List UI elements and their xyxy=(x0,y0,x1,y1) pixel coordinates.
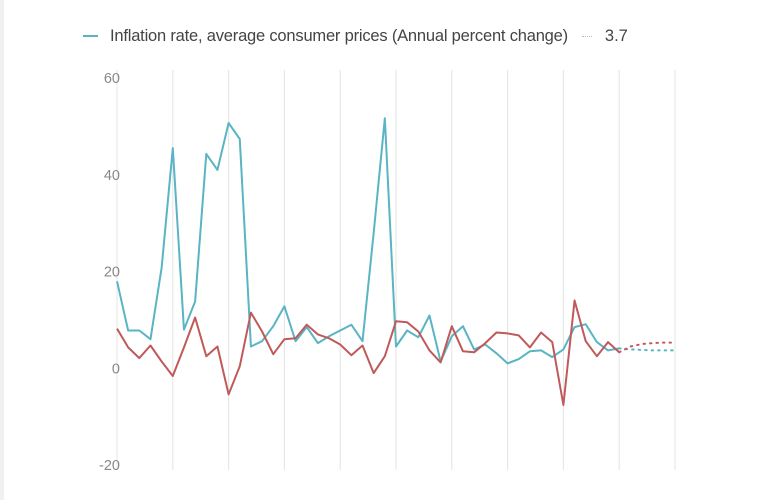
series-lines xyxy=(116,117,676,406)
y-tick-label: 0 xyxy=(112,361,120,377)
series-line-0 xyxy=(116,117,620,365)
y-axis-ticks: 60 40 20 0 -20 xyxy=(99,71,120,474)
legend-swatch xyxy=(83,35,98,37)
legend-item-inflation[interactable]: Inflation rate, average consumer prices … xyxy=(83,24,628,48)
series-projection-0 xyxy=(618,347,676,352)
legend-label: Inflation rate, average consumer prices … xyxy=(110,26,568,45)
left-edge xyxy=(0,0,4,500)
y-tick-label: -20 xyxy=(99,458,120,474)
legend-leader-dots xyxy=(581,35,592,37)
legend-value: 3.7 xyxy=(604,26,628,45)
gridlines xyxy=(116,70,676,470)
series-line-1 xyxy=(116,299,620,406)
y-tick-label: 40 xyxy=(104,168,120,184)
y-tick-label: 20 xyxy=(104,265,120,281)
y-tick-label: 60 xyxy=(104,71,120,87)
